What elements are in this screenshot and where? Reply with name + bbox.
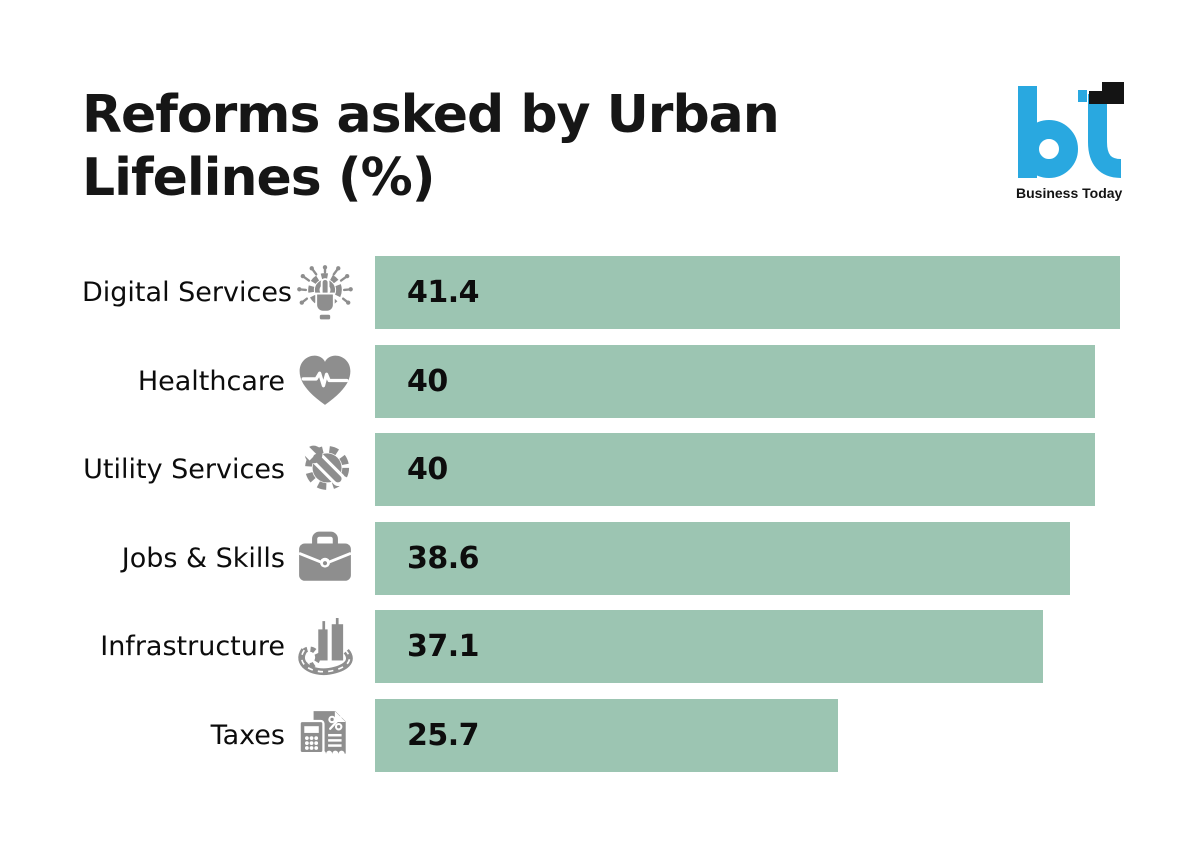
bt-monogram-icon <box>1018 82 1124 178</box>
chart-row: Taxes 25.7 <box>82 698 1200 772</box>
utility-services-icon <box>296 441 354 499</box>
category-label: Healthcare <box>137 365 285 397</box>
category-label: Utility Services <box>83 454 285 485</box>
logo-wordmark: Business Today <box>1016 185 1123 201</box>
bar: 38.6 <box>375 521 1070 595</box>
bar-track: 40 <box>375 344 1200 418</box>
bar-value-label: 37.1 <box>407 629 480 664</box>
bar-track: 37.1 <box>375 610 1200 683</box>
chart-row: Utility Services 40 <box>82 433 1200 506</box>
bar-track: 41.4 <box>375 256 1200 329</box>
bar-value-label: 40 <box>407 363 448 399</box>
bar: 40 <box>375 344 1095 418</box>
title-line-2: Lifelines (%) <box>82 148 435 208</box>
bar-track: 40 <box>375 433 1200 506</box>
digital-services-icon <box>296 264 354 322</box>
bar-track: 38.6 <box>375 521 1200 595</box>
chart-row: Jobs & Skills 38.6 <box>82 521 1200 595</box>
bar-track: 25.7 <box>375 698 1200 772</box>
jobs-skills-icon <box>296 529 354 587</box>
business-today-logo: Business Today <box>1016 82 1126 201</box>
bar: 40 <box>375 433 1095 506</box>
chart-row: Digital Services 41.4 <box>82 256 1200 329</box>
bar-value-label: 25.7 <box>407 717 480 753</box>
infrastructure-icon <box>296 617 354 676</box>
healthcare-icon <box>296 352 354 410</box>
bar-chart: Digital Services 41.4 Healthcare 40 Util… <box>82 256 1200 772</box>
page-title: Reforms asked by Urban Lifelines (%) <box>82 84 780 210</box>
category-label: Infrastructure <box>100 631 285 662</box>
taxes-icon <box>296 706 354 764</box>
category-label: Taxes <box>210 719 285 751</box>
category-label: Digital Services <box>82 277 293 308</box>
category-label: Jobs & Skills <box>121 542 285 574</box>
bar-value-label: 38.6 <box>407 540 480 576</box>
title-line-1: Reforms asked by Urban <box>82 85 780 145</box>
bar: 37.1 <box>375 610 1043 683</box>
bar-value-label: 40 <box>407 452 448 487</box>
chart-row: Infrastructure 37.1 <box>82 610 1200 683</box>
bar-value-label: 41.4 <box>407 275 480 310</box>
bar: 25.7 <box>375 698 838 772</box>
bar: 41.4 <box>375 256 1121 329</box>
chart-row: Healthcare 40 <box>82 344 1200 418</box>
